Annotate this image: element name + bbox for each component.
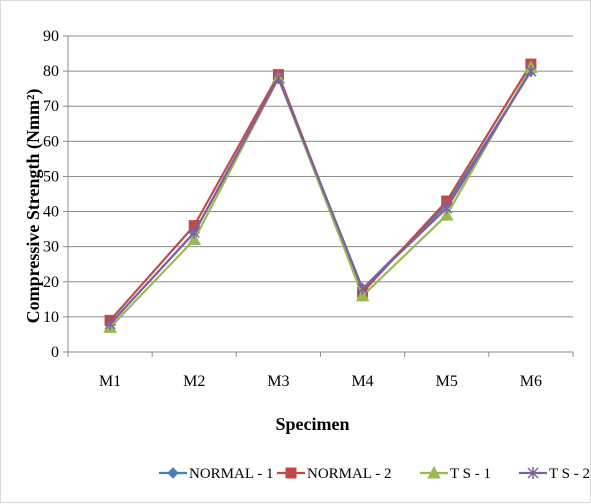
legend-item: NORMAL - 2 xyxy=(277,466,391,482)
legend-label: T S - 1 xyxy=(450,466,491,482)
data-point xyxy=(187,232,202,246)
x-axis-title: Specimen xyxy=(276,414,350,434)
x-tick-label: M3 xyxy=(267,373,289,390)
data-point xyxy=(439,208,454,221)
series-line xyxy=(109,67,532,329)
legend-label: NORMAL - 1 xyxy=(189,466,273,482)
y-tick-label: 20 xyxy=(43,274,59,291)
y-tick-label: 50 xyxy=(43,168,59,185)
series-1 xyxy=(104,65,537,330)
legend-item: T S - 1 xyxy=(420,465,491,482)
data-point xyxy=(188,226,200,239)
series-line xyxy=(109,70,532,325)
axes xyxy=(63,35,574,357)
series-lines xyxy=(103,58,538,333)
x-tick-labels: M1 M2 M3 M4 M5 M6 xyxy=(99,373,542,390)
legend-item: NORMAL - 1 xyxy=(159,466,273,482)
y-tick-label: 70 xyxy=(43,98,59,115)
y-axis-title: Compressive Strength (Nmm²) xyxy=(23,89,44,324)
gridlines xyxy=(68,35,573,318)
legend: NORMAL - 1 NORMAL - 2 T S - 1 T S - 2 xyxy=(159,465,590,482)
series-line xyxy=(109,70,532,325)
data-point xyxy=(525,65,537,78)
x-tick-label: M5 xyxy=(436,373,458,390)
y-tick-label: 40 xyxy=(43,204,59,221)
data-point xyxy=(357,282,369,295)
data-point xyxy=(272,72,284,85)
x-tick-label: M2 xyxy=(183,373,205,390)
legend-label: T S - 2 xyxy=(549,466,590,482)
y-tick-label: 80 xyxy=(43,63,59,80)
data-point xyxy=(104,317,116,330)
series-2 xyxy=(104,58,537,326)
x-tick-label: M4 xyxy=(351,373,373,390)
x-tick-label: M6 xyxy=(520,373,542,390)
legend-marker xyxy=(285,467,297,479)
legend-marker xyxy=(427,465,441,479)
y-tick-label: 30 xyxy=(43,239,59,256)
series-3 xyxy=(103,60,538,333)
data-point xyxy=(355,288,370,302)
y-tick-label: 60 xyxy=(43,133,59,150)
x-tick-label: M1 xyxy=(99,373,121,390)
y-tick-label: 10 xyxy=(43,309,59,326)
legend-marker xyxy=(527,467,539,479)
legend-marker xyxy=(167,467,179,479)
data-point xyxy=(441,202,453,215)
y-tick-label: 90 xyxy=(43,28,59,45)
y-tick-labels: 0 10 20 30 40 50 60 70 80 90 xyxy=(43,28,59,361)
series-4 xyxy=(104,65,537,330)
legend-item: T S - 2 xyxy=(519,466,590,482)
legend-label: NORMAL - 2 xyxy=(307,466,391,482)
y-tick-label: 0 xyxy=(51,344,59,361)
